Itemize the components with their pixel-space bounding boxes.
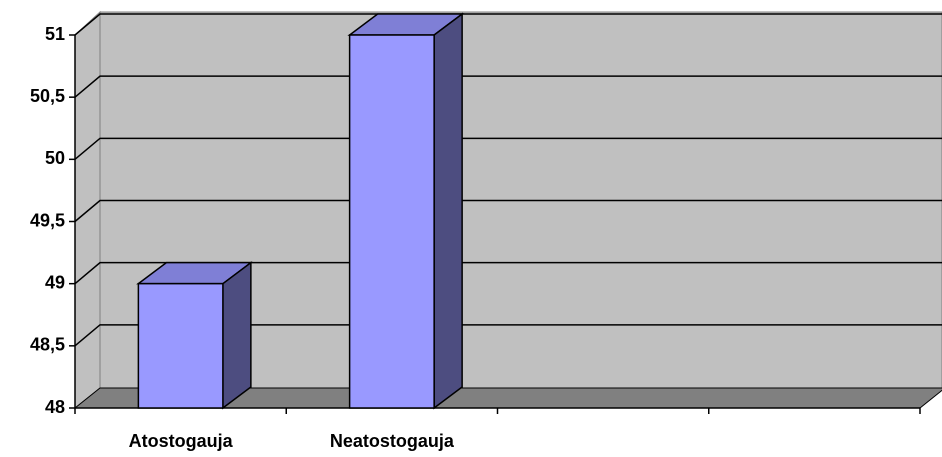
- y-tick-label: 48,5: [30, 335, 65, 355]
- x-tick-label: Neatostogauja: [330, 431, 455, 451]
- y-tick-label: 48: [45, 397, 65, 417]
- y-tick-label: 50,5: [30, 86, 65, 106]
- side-wall: [74, 10, 101, 410]
- bar: [137, 282, 224, 409]
- bar-side: [433, 12, 463, 410]
- grid-line: [74, 13, 942, 36]
- x-tick-label: Atostogauja: [129, 431, 234, 451]
- y-tick-label: 50: [45, 148, 65, 168]
- y-tick-label: 51: [45, 24, 65, 44]
- bar: [348, 34, 435, 409]
- grid-line: [74, 137, 942, 160]
- grid-line: [74, 261, 942, 285]
- grid-line: [74, 324, 942, 347]
- grid-line: [74, 199, 942, 223]
- grid-line: [74, 75, 942, 98]
- y-tick-label: 49: [45, 272, 65, 292]
- bar-side: [222, 261, 252, 410]
- y-tick-label: 49,5: [30, 210, 65, 230]
